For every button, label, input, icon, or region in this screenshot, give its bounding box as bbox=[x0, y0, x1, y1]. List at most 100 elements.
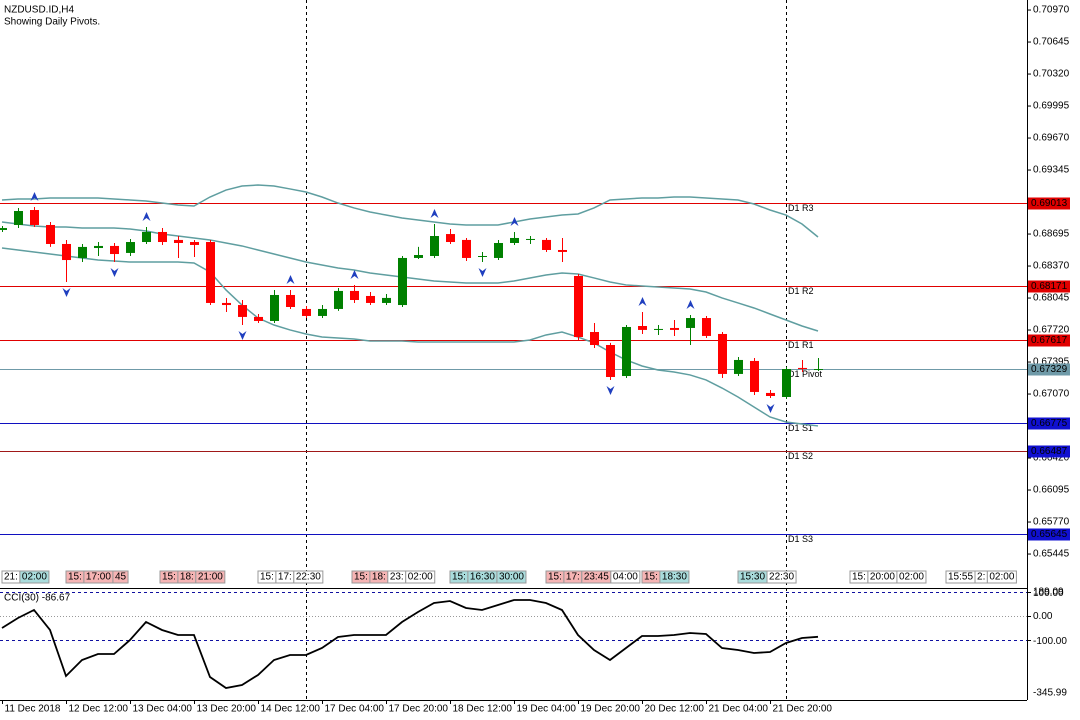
candle-body bbox=[142, 231, 151, 243]
x-tick-label: 17 Dec 04:00 bbox=[325, 704, 385, 715]
session-label: 45 bbox=[115, 572, 127, 583]
y-tick-label: 0.69670 bbox=[1033, 133, 1070, 144]
fractal-down bbox=[478, 268, 487, 278]
candle-body bbox=[766, 392, 775, 397]
pivot-price-box bbox=[1028, 417, 1070, 430]
pivot-price-box bbox=[1028, 445, 1070, 458]
session-label: 23:45 bbox=[584, 572, 609, 583]
x-tick-label: 12 Dec 12:00 bbox=[69, 704, 129, 715]
x-tick-label: 19 Dec 04:00 bbox=[517, 704, 577, 715]
y-tick-label: 0.65770 bbox=[1033, 517, 1070, 528]
y-tick-label: 0.70320 bbox=[1033, 69, 1070, 80]
session-box bbox=[986, 570, 1017, 584]
session-label: 18: bbox=[372, 572, 386, 583]
candle-body bbox=[382, 297, 391, 303]
candle-body bbox=[798, 367, 807, 370]
session-box bbox=[659, 570, 690, 584]
session-box bbox=[896, 570, 927, 584]
y-tick-label: 0.67720 bbox=[1033, 325, 1070, 336]
y-tick-label: 0.68045 bbox=[1033, 293, 1070, 304]
candle-body bbox=[270, 294, 279, 321]
pivot-price-label: 0.67617 bbox=[1031, 335, 1068, 346]
session-label: 16:30 bbox=[470, 572, 495, 583]
session-label: 15:30 bbox=[740, 572, 765, 583]
candle-body bbox=[590, 332, 599, 346]
candle-body bbox=[558, 249, 567, 252]
candle-body bbox=[542, 239, 551, 250]
cci-max-label: 189.09 bbox=[1033, 587, 1064, 598]
candle-body bbox=[206, 242, 215, 303]
x-tick-label: 20 Dec 12:00 bbox=[645, 704, 705, 715]
candle-body bbox=[0, 228, 7, 231]
y-tick-label: 0.66095 bbox=[1033, 485, 1070, 496]
fractal-down bbox=[238, 331, 247, 341]
candle-body bbox=[94, 245, 103, 249]
fractal-up bbox=[510, 216, 519, 226]
plot-layer: 0.70970 0.70645 0.70320 0.69995 0.69670 0.693… bbox=[0, 5, 1070, 715]
pivot-price-label: 0.68171 bbox=[1031, 281, 1068, 292]
y-tick-label: 0.66420 bbox=[1033, 453, 1070, 464]
pivot-price-label: 0.66487 bbox=[1031, 446, 1068, 457]
cci-tick-label: 100.00 bbox=[1033, 588, 1064, 599]
fractal-up bbox=[638, 297, 647, 307]
candle-body bbox=[30, 210, 39, 225]
pivot-price-label: 0.67329 bbox=[1031, 364, 1068, 375]
y-tick-label: 0.69995 bbox=[1033, 101, 1070, 112]
pivot-label: D1 R2 bbox=[788, 286, 814, 296]
candle-body bbox=[110, 245, 119, 255]
session-label: 21: bbox=[4, 572, 18, 583]
band-middle bbox=[1, 221, 819, 332]
candle-body bbox=[46, 224, 55, 244]
cci-min-label: -345.99 bbox=[1033, 688, 1067, 699]
y-tick-label: 0.67395 bbox=[1033, 357, 1070, 368]
session-label: 2: bbox=[977, 572, 985, 583]
x-tick-label: 17 Dec 20:00 bbox=[389, 704, 449, 715]
x-tick-label: 19 Dec 20:00 bbox=[581, 704, 641, 715]
session-label: 15:55 bbox=[948, 572, 973, 583]
candle-body bbox=[574, 275, 583, 338]
candle-body bbox=[254, 316, 263, 321]
candle-body bbox=[654, 328, 663, 330]
fractal-down bbox=[766, 403, 775, 413]
y-tick-label: 0.70645 bbox=[1033, 37, 1070, 48]
candle-body bbox=[670, 327, 679, 330]
session-label: 22:30 bbox=[769, 572, 794, 583]
candle-body bbox=[510, 237, 519, 243]
candle-body bbox=[638, 325, 647, 330]
session-box bbox=[766, 570, 797, 584]
x-tick-label: 13 Dec 20:00 bbox=[197, 704, 257, 715]
session-label: 15: bbox=[68, 572, 82, 583]
session-box bbox=[405, 570, 436, 584]
candle-body bbox=[718, 333, 727, 374]
cci-tick-label: -100.00 bbox=[1033, 636, 1067, 647]
session-label: 17: bbox=[566, 572, 580, 583]
fractal-down bbox=[62, 287, 71, 297]
fractal-down bbox=[606, 385, 615, 395]
candle-body bbox=[606, 345, 615, 378]
candle-body bbox=[462, 239, 471, 258]
chart-subtitle: Showing Daily Pivots. bbox=[4, 17, 100, 28]
x-tick-label: 21 Dec 20:00 bbox=[773, 704, 833, 715]
fractal-up bbox=[142, 211, 151, 221]
session-label: 02:00 bbox=[408, 572, 433, 583]
fractal-up bbox=[350, 269, 359, 279]
session-box bbox=[610, 570, 641, 584]
candle-body bbox=[62, 243, 71, 261]
y-tick-label: 0.70970 bbox=[1033, 5, 1070, 16]
cci-line bbox=[1, 599, 819, 689]
candle-body bbox=[222, 302, 231, 306]
candle-body bbox=[126, 242, 135, 253]
pivot-label: D1 S1 bbox=[788, 423, 813, 433]
candle-body bbox=[14, 210, 23, 225]
session-label: 15: bbox=[162, 572, 176, 583]
y-tick-label: 0.65445 bbox=[1033, 549, 1070, 560]
y-tick-label: 0.67070 bbox=[1033, 389, 1070, 400]
candle-body bbox=[318, 308, 327, 316]
x-tick-label: 18 Dec 12:00 bbox=[453, 704, 513, 715]
pivot-price-label: 0.69013 bbox=[1031, 198, 1068, 209]
session-label: 15: bbox=[354, 572, 368, 583]
session-label: 15: bbox=[452, 572, 466, 583]
session-label: 02:00 bbox=[989, 572, 1014, 583]
session-label: 15: bbox=[260, 572, 274, 583]
